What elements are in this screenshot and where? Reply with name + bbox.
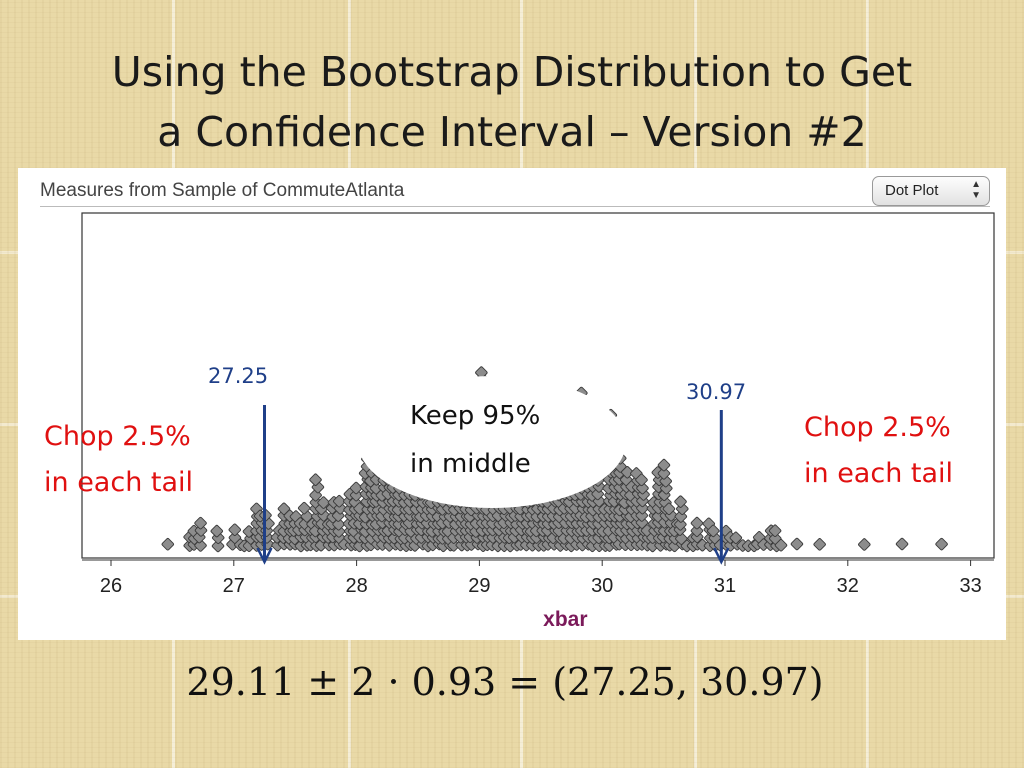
title-line-2: a Confidence Interval – Version #2: [157, 108, 867, 156]
bootstrap-dot: [690, 524, 704, 537]
bootstrap-dot: [332, 518, 345, 531]
bootstrap-dot: [353, 502, 366, 515]
lower-cutoff-label: 27.25: [208, 364, 269, 388]
select-arrows-icon: ▲ ▼: [971, 179, 981, 201]
keep-middle-text: Keep 95% in middle: [410, 392, 540, 488]
slide-title: Using the Bootstrap Distribution to Get …: [20, 42, 1004, 162]
x-axis: 26 27 28 29 30 31 32 33: [82, 559, 994, 597]
x-axis-label: xbar: [543, 608, 587, 631]
bootstrap-dot: [636, 481, 649, 495]
bootstrap-dot: [690, 516, 704, 530]
confidence-interval-formula: 29.11 ± 2 · 0.93 = (27.25, 30.97): [186, 660, 824, 704]
x-tick-label: 26: [100, 575, 122, 597]
bootstrap-dot: [707, 524, 720, 538]
bootstrap-dot: [349, 481, 363, 495]
bootstrap-dot: [729, 531, 743, 545]
x-tick-label: 28: [345, 575, 367, 597]
bootstrap-dot: [211, 539, 225, 553]
left-chop-line-1: Chop 2.5%: [44, 421, 191, 452]
bootstrap-dot: [646, 539, 659, 553]
bootstrap-dot: [662, 502, 676, 516]
bootstrap-dot: [194, 539, 207, 552]
bootstrap-dot: [895, 537, 909, 551]
left-chop-note: Chop 2.5% in each tail: [44, 414, 193, 506]
x-tick-label: 29: [468, 575, 490, 597]
x-tick-label: 33: [959, 575, 981, 597]
bootstrap-dot: [768, 524, 782, 537]
bootstrap-dot: [333, 495, 346, 508]
bootstrap-dot: [635, 473, 648, 487]
plot-type-select[interactable]: Dot Plot ▲ ▼: [872, 176, 990, 206]
bootstrap-dot: [790, 537, 804, 551]
bootstrap-dot: [621, 466, 634, 479]
plot-frame: [81, 212, 995, 559]
bootstrap-dot: [657, 458, 671, 472]
bootstrap-dot: [309, 473, 322, 486]
x-tick-label: 32: [837, 575, 859, 597]
x-tick-label: 27: [223, 575, 245, 597]
bootstrap-dot: [349, 488, 363, 502]
keep-line-2: in middle: [410, 449, 531, 479]
lower-cutoff-arrowhead: [256, 547, 273, 565]
bootstrap-dot: [194, 516, 207, 530]
bootstrap-dot: [696, 539, 709, 552]
header-divider: [40, 206, 990, 207]
dot-plot-panel: Measures from Sample of CommuteAtlanta D…: [18, 168, 1006, 640]
panel-header: Measures from Sample of CommuteAtlanta: [40, 180, 405, 201]
plot-type-select-value: Dot Plot: [885, 182, 939, 199]
right-chop-line-1: Chop 2.5%: [804, 412, 951, 443]
bootstrap-dot: [297, 501, 311, 515]
bootstrap-dot: [935, 537, 948, 551]
left-chop-line-2: in each tail: [44, 467, 194, 498]
upper-cutoff-label: 30.97: [686, 380, 747, 404]
bootstrap-dot: [475, 366, 488, 379]
bootstrap-dot: [210, 524, 223, 538]
title-line-1: Using the Bootstrap Distribution to Get: [111, 48, 913, 96]
bootstrap-dot: [674, 495, 687, 508]
bootstrap-dot: [657, 467, 671, 480]
x-tick-label: 31: [714, 575, 736, 597]
bootstrap-dot: [858, 538, 871, 551]
keep-middle-callout: [358, 376, 626, 508]
bootstrap-dot: [228, 523, 241, 536]
bootstrap-dot: [674, 518, 687, 531]
bootstrap-dot: [636, 501, 649, 515]
upper-cutoff-arrowhead: [713, 547, 730, 565]
bootstrap-dot: [774, 539, 788, 552]
keep-line-1: Keep 95%: [410, 401, 541, 431]
bootstrap-dot: [447, 539, 460, 552]
bootstrap-dot: [242, 525, 256, 538]
bootstrap-dot: [813, 538, 826, 551]
bootstrap-dot: [161, 538, 174, 551]
right-chop-line-2: in each tail: [804, 458, 954, 489]
x-tick-label: 30: [591, 575, 613, 597]
bootstrap-dot: [353, 539, 366, 553]
bootstrap-dot: [317, 496, 330, 509]
right-chop-note: Chop 2.5% in each tail: [804, 405, 953, 497]
